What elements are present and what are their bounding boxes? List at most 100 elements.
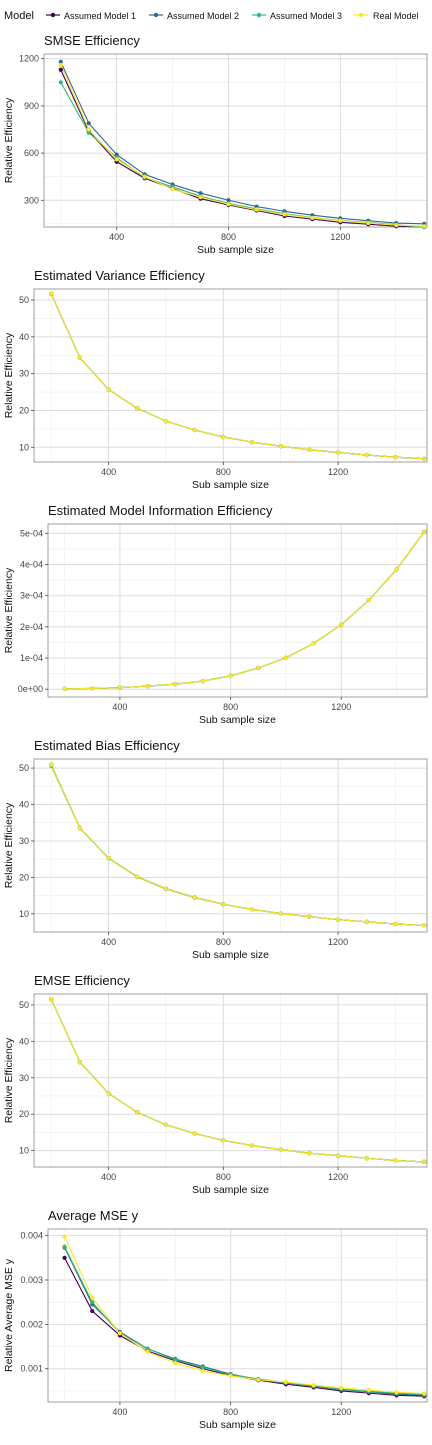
y-tick-label: 30 xyxy=(19,1073,29,1083)
data-point-real-model xyxy=(117,685,123,690)
chart-title: EMSE Efficiency xyxy=(34,973,130,988)
data-point-real-model xyxy=(335,450,341,455)
chart-bias: 400 800 1200 10 20 30 40 50 Sub sample size Relat… xyxy=(3,758,428,961)
data-point-assumed-model-1 xyxy=(62,1255,67,1260)
x-tick-label: 1200 xyxy=(330,232,350,242)
y-axis-title: Relative Average MSE y xyxy=(3,1258,15,1372)
data-point-real-model xyxy=(394,1390,399,1395)
data-point-real-model xyxy=(142,174,147,179)
chart-model-information: 400 800 1200 0e+00 1e-04 2e-04 3e-04 4e-04 5e-04… xyxy=(3,523,428,726)
y-tick-label: 3e-04 xyxy=(20,591,43,601)
data-point-real-model xyxy=(114,157,119,162)
data-point-real-model xyxy=(364,452,369,458)
chart-title: Average MSE y xyxy=(48,1208,139,1223)
legend-item-assumed-model-3: Assumed Model 3 xyxy=(252,11,342,21)
data-point-assumed-model-2 xyxy=(114,152,119,157)
data-point-real-model xyxy=(364,1156,369,1161)
data-point-real-model xyxy=(256,665,261,671)
panel-border xyxy=(33,993,428,1168)
data-point-assumed-model-3 xyxy=(200,1365,206,1370)
legend-item-real-model: Real Model xyxy=(354,11,419,21)
legend-label: Assumed Model 2 xyxy=(167,11,239,21)
series-line-real-model xyxy=(50,293,425,460)
data-point-real-model xyxy=(394,567,399,572)
panel-border xyxy=(47,523,428,698)
data-point-assumed-model-2 xyxy=(58,59,63,64)
chart-panel-bias: Estimated Bias Efficiency 400 800 1200 10 20… xyxy=(0,735,432,970)
data-point-real-model xyxy=(228,1373,233,1378)
y-tick-label: 900 xyxy=(24,101,39,111)
y-tick-label: 0.001 xyxy=(20,1364,43,1374)
data-point-real-model xyxy=(62,686,67,691)
data-point-real-model xyxy=(422,1391,427,1396)
series-line-assumed-model-2 xyxy=(60,61,425,225)
data-point-real-model xyxy=(49,762,54,767)
y-axis-title: Relative Efficiency xyxy=(3,332,15,418)
data-point-real-model xyxy=(278,444,283,449)
y-tick-label: 0.002 xyxy=(20,1319,43,1329)
data-point-real-model xyxy=(282,212,287,217)
data-point-real-model xyxy=(335,917,341,922)
legend-key-point xyxy=(153,12,159,18)
data-point-assumed-model-3 xyxy=(58,80,63,85)
data-point-real-model xyxy=(366,220,371,226)
x-tick-label: 400 xyxy=(109,232,124,242)
data-point-real-model xyxy=(163,886,169,891)
series-line-assumed-model-3 xyxy=(64,531,425,690)
data-point-real-model xyxy=(49,291,54,296)
data-point-real-model xyxy=(307,1151,312,1156)
panel-border xyxy=(43,53,428,228)
data-point-real-model xyxy=(422,456,427,461)
series-line-assumed-model-1 xyxy=(50,764,425,926)
chart-title: Estimated Bias Efficiency xyxy=(34,738,180,753)
x-tick-label: 800 xyxy=(216,467,231,477)
chart-title: Estimated Variance Efficiency xyxy=(34,268,205,283)
series-line-real-model xyxy=(50,998,425,1163)
series-line-assumed-model-2 xyxy=(64,1247,425,1396)
data-point-real-model xyxy=(278,911,283,916)
data-point-real-model xyxy=(170,187,175,192)
data-point-real-model xyxy=(422,224,427,229)
data-point-real-model xyxy=(145,683,150,689)
y-tick-label: 0.003 xyxy=(20,1275,43,1285)
y-axis-title: Relative Efficiency xyxy=(3,567,15,653)
data-point-assumed-model-3 xyxy=(173,1357,178,1362)
data-point-real-model xyxy=(249,1143,255,1148)
y-tick-label: 40 xyxy=(19,332,29,342)
y-axis-title: Relative Efficiency xyxy=(3,1037,15,1123)
data-point-assumed-model-3 xyxy=(62,1244,67,1249)
data-point-real-model xyxy=(338,218,343,223)
y-tick-label: 0e+00 xyxy=(18,684,43,694)
chart-smse: 400 800 1200 300 600 900 1200 Sub sample size Re… xyxy=(3,53,428,256)
legend-label: Assumed Model 1 xyxy=(64,11,136,21)
series-line-assumed-model-3 xyxy=(64,1246,425,1396)
data-point-assumed-model-1 xyxy=(90,1308,95,1314)
data-point-real-model xyxy=(393,921,398,927)
y-tick-label: 600 xyxy=(24,148,39,158)
chart-title: SMSE Efficiency xyxy=(44,33,140,48)
data-point-real-model xyxy=(49,996,54,1002)
data-point-real-model xyxy=(77,1060,82,1065)
chart-panel-variance: Estimated Variance Efficiency 400 800 1200… xyxy=(0,265,432,500)
legend-key-point xyxy=(358,12,364,18)
data-point-real-model xyxy=(364,919,369,924)
data-point-real-model xyxy=(145,1349,150,1354)
y-tick-label: 4e-04 xyxy=(20,560,43,570)
data-point-real-model xyxy=(77,825,82,830)
data-point-real-model xyxy=(283,655,289,660)
data-point-real-model xyxy=(283,1379,289,1385)
data-point-real-model xyxy=(422,923,427,928)
x-tick-label: 800 xyxy=(221,232,236,242)
data-point-real-model xyxy=(307,914,312,919)
data-point-real-model xyxy=(339,622,344,627)
x-tick-label: 800 xyxy=(216,937,231,947)
x-axis-title: Sub sample size xyxy=(199,714,276,726)
data-point-real-model xyxy=(192,895,197,900)
y-tick-label: 20 xyxy=(19,1109,29,1119)
x-tick-label: 400 xyxy=(112,702,127,712)
data-point-real-model xyxy=(228,673,233,678)
x-tick-label: 800 xyxy=(216,1172,231,1182)
data-point-real-model xyxy=(90,1295,95,1300)
y-tick-label: 50 xyxy=(19,763,29,773)
x-axis-title: Sub sample size xyxy=(197,244,274,256)
